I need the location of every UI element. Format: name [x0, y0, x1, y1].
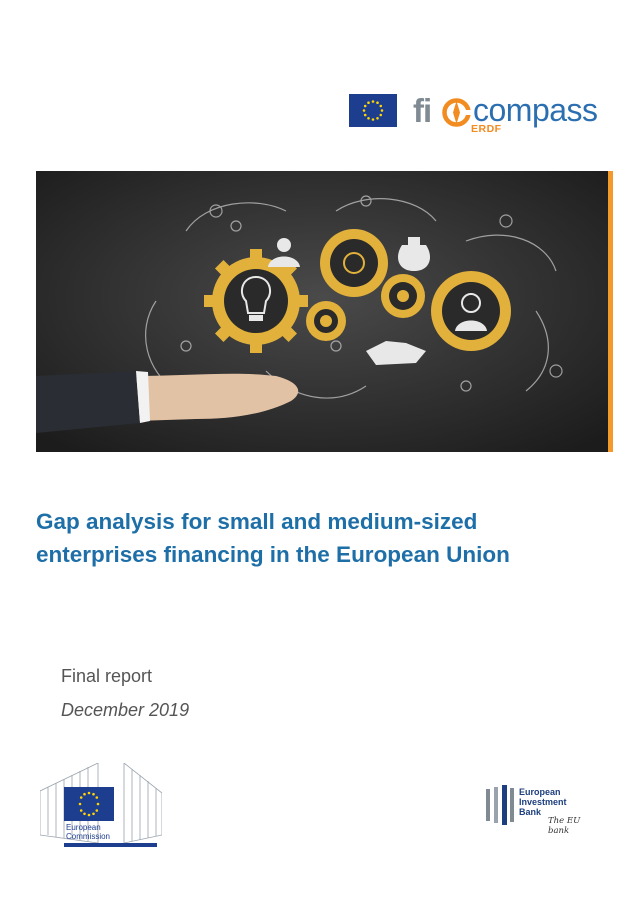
compass-logo-text: compass — [473, 92, 598, 128]
report-date: December 2019 — [61, 700, 190, 720]
compass-ring-icon — [442, 98, 472, 127]
eib-bars-icon — [486, 785, 514, 825]
ec-building-icon — [39, 762, 163, 844]
ec-text-line-1: European — [66, 823, 101, 832]
document-title: Gap analysis for small and medium-sized … — [36, 505, 596, 571]
hero-accent-bar — [608, 171, 613, 452]
eib-tagline: The EU bank — [548, 816, 581, 836]
fi-compass-logo: fi compass ERDF — [413, 92, 598, 136]
ec-logo-text: European Commission — [66, 823, 110, 841]
eib-text-line-3: Bank — [519, 807, 542, 817]
report-type: Final report — [61, 666, 153, 686]
eib-text-line-1: European — [519, 787, 561, 797]
eib-logo: European Investment Bank The EU bank — [484, 785, 604, 836]
fi-logo-text: fi — [413, 92, 432, 129]
eib-text-line-2: Investment — [519, 797, 567, 807]
eu-flag-logo — [349, 94, 397, 127]
hero-gears-illustration — [36, 171, 608, 452]
title-line-2: enterprises financing in the European Un… — [36, 542, 510, 567]
ec-underline — [64, 843, 157, 847]
european-commission-logo: European Commission — [39, 762, 163, 853]
ec-text-line-2: Commission — [66, 832, 111, 841]
erdf-label: ERDF — [471, 123, 502, 135]
eib-logo-text: European Investment Bank — [519, 787, 567, 817]
title-line-1: Gap analysis for small and medium-sized — [36, 509, 478, 534]
